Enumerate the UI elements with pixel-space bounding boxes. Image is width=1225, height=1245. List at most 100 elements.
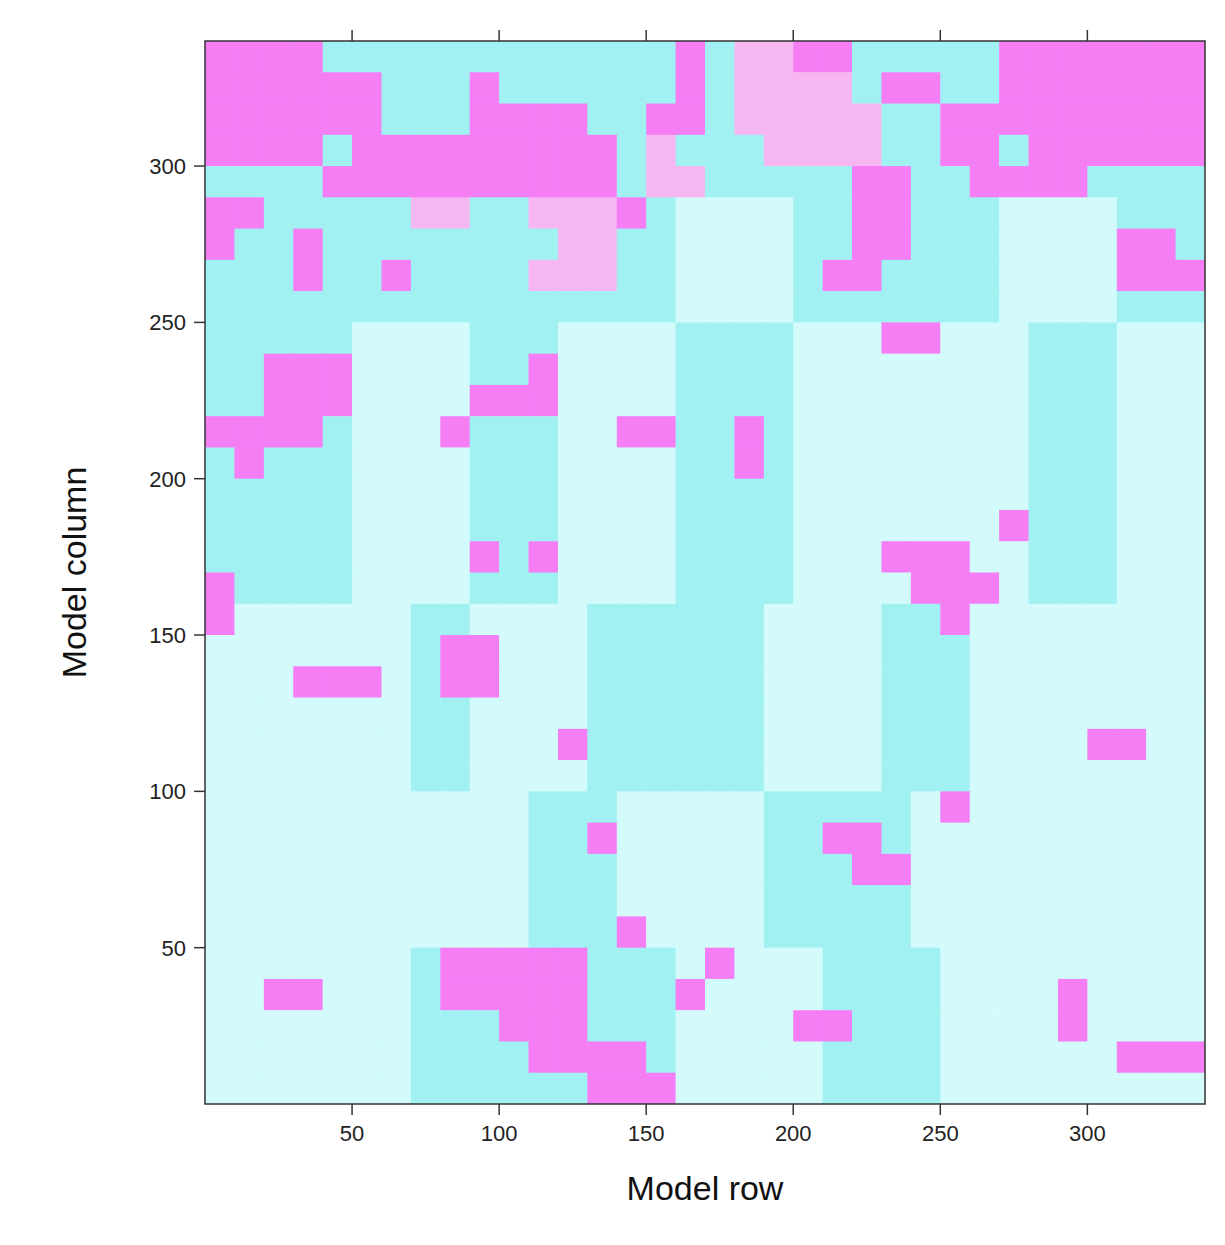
cell xyxy=(264,354,294,386)
cell xyxy=(852,354,882,386)
cell xyxy=(999,729,1029,761)
cell xyxy=(470,322,500,354)
cell xyxy=(323,604,353,636)
cell xyxy=(558,229,588,261)
cell xyxy=(1146,416,1176,448)
cell xyxy=(999,385,1029,417)
cell xyxy=(764,291,794,323)
cell xyxy=(881,385,911,417)
x-tick xyxy=(792,1104,794,1115)
cell xyxy=(234,447,264,479)
cell xyxy=(676,291,706,323)
cell xyxy=(264,322,294,354)
cell xyxy=(793,197,823,229)
cell xyxy=(470,760,500,792)
cell xyxy=(940,41,970,73)
cell xyxy=(1087,729,1117,761)
cell xyxy=(440,948,470,980)
x-tick-label: 150 xyxy=(628,1121,665,1146)
cell xyxy=(970,135,1000,167)
cell xyxy=(1087,166,1117,198)
cell xyxy=(352,72,382,104)
cell xyxy=(323,135,353,167)
cell xyxy=(734,791,764,823)
y-tick-label: 150 xyxy=(149,623,186,648)
cell xyxy=(381,416,411,448)
cell xyxy=(970,229,1000,261)
cell xyxy=(558,885,588,917)
cell xyxy=(1029,72,1059,104)
cell xyxy=(734,260,764,292)
cell xyxy=(234,385,264,417)
x-tick xyxy=(498,1104,500,1115)
cell xyxy=(793,885,823,917)
cell xyxy=(1029,104,1059,136)
cell xyxy=(323,1073,353,1104)
cell xyxy=(205,948,235,980)
cell xyxy=(558,635,588,667)
cell xyxy=(529,698,559,730)
cell xyxy=(352,823,382,855)
cell xyxy=(911,916,941,948)
cell xyxy=(323,447,353,479)
cell xyxy=(499,447,529,479)
cell xyxy=(323,885,353,917)
cell xyxy=(293,791,323,823)
cell xyxy=(970,197,1000,229)
cell xyxy=(1029,354,1059,386)
cell xyxy=(911,479,941,511)
cell xyxy=(793,135,823,167)
cell xyxy=(529,979,559,1011)
cell xyxy=(793,104,823,136)
cell xyxy=(1029,479,1059,511)
cell xyxy=(1029,229,1059,261)
cell xyxy=(911,948,941,980)
y-tick-label: 200 xyxy=(149,467,186,492)
cell xyxy=(381,791,411,823)
cell xyxy=(264,197,294,229)
cell xyxy=(793,291,823,323)
cell xyxy=(676,135,706,167)
cell xyxy=(264,948,294,980)
cell xyxy=(940,510,970,542)
cell xyxy=(323,1041,353,1073)
cell xyxy=(793,666,823,698)
cell xyxy=(587,1010,617,1042)
cell xyxy=(705,447,735,479)
cell xyxy=(205,72,235,104)
cell xyxy=(587,541,617,573)
cell xyxy=(1146,322,1176,354)
cell xyxy=(323,479,353,511)
cell xyxy=(852,135,882,167)
cell xyxy=(1058,1010,1088,1042)
cell xyxy=(1029,322,1059,354)
cell xyxy=(1087,916,1117,948)
cell xyxy=(911,573,941,605)
cell xyxy=(734,573,764,605)
cell xyxy=(558,1073,588,1104)
cell xyxy=(411,479,441,511)
cell xyxy=(1029,385,1059,417)
cell xyxy=(205,1010,235,1042)
cell xyxy=(999,166,1029,198)
cell xyxy=(646,823,676,855)
cell xyxy=(940,416,970,448)
cell xyxy=(264,760,294,792)
cell xyxy=(234,885,264,917)
cell xyxy=(529,229,559,261)
cell xyxy=(823,322,853,354)
cell xyxy=(411,197,441,229)
cell xyxy=(499,1010,529,1042)
cell xyxy=(764,948,794,980)
cell xyxy=(381,72,411,104)
cell xyxy=(911,229,941,261)
cell xyxy=(1058,823,1088,855)
cell xyxy=(411,573,441,605)
cell xyxy=(999,479,1029,511)
cell xyxy=(587,916,617,948)
cell xyxy=(940,698,970,730)
cell xyxy=(323,197,353,229)
cell xyxy=(264,854,294,886)
cell xyxy=(970,854,1000,886)
cell xyxy=(529,729,559,761)
